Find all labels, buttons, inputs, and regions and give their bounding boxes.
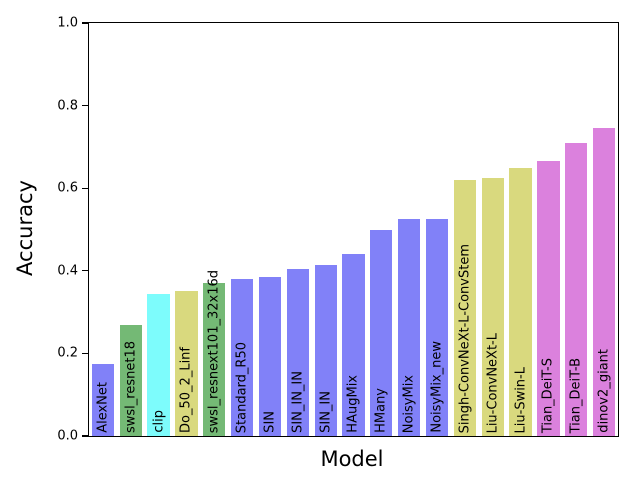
bar-label: swsl_resnext101_32x16d <box>206 269 222 433</box>
bar-NoisyMix_new <box>425 219 449 436</box>
bar-label: SIN_IN <box>318 391 334 433</box>
bar-label: Liu-Swin-L <box>513 366 529 433</box>
bar-label: Singh-ConvNeXt-L-ConvStem <box>457 243 473 433</box>
bar-slot: Tian_DeiT-B <box>562 23 590 436</box>
bar-SIN_IN_IN <box>286 268 309 436</box>
bar-slot: HAugMix <box>340 23 368 436</box>
bar-HMany <box>370 229 393 436</box>
bar-Liu-Swin-L <box>509 167 532 436</box>
y-tick-mark <box>82 435 89 437</box>
y-tick-label: 0.6 <box>57 180 78 196</box>
bar-Tian_DeiT-B <box>565 142 588 436</box>
bar-slot: SIN_IN_IN <box>284 23 312 436</box>
bar-slot: NoisyMix <box>395 23 423 436</box>
bar-label: NoisyMix_new <box>429 341 445 433</box>
bar-HAugMix <box>342 254 365 436</box>
bar-Tian_DeiT-S <box>537 161 560 436</box>
y-tick-label: 0.2 <box>57 345 78 361</box>
y-tick-label: 0.0 <box>57 428 78 444</box>
y-tick-mark <box>82 187 89 189</box>
bar-clip <box>147 293 170 436</box>
bar-slot: SIN_IN <box>312 23 340 436</box>
bar-slot: swsl_resnext101_32x16d <box>200 23 228 436</box>
y-tick-mark <box>82 352 89 354</box>
bar-label: AlexNet <box>95 382 111 433</box>
bar-Do_50_2_Linf <box>175 291 198 436</box>
bar-AlexNet <box>91 363 115 436</box>
bar-swsl_resnext101_32x16d <box>203 283 226 436</box>
bar-slot: Liu-ConvNeXt-L <box>479 23 507 436</box>
bar-label: Tian_DeiT-S <box>540 357 556 433</box>
bar-label: HMany <box>373 388 389 433</box>
bar-label: SIN_IN_IN <box>290 371 306 433</box>
bar-slot: HMany <box>367 23 395 436</box>
bar-label: Liu-ConvNeXt-L <box>485 332 501 433</box>
y-tick-mark <box>82 105 89 107</box>
bar-label: clip <box>151 410 167 433</box>
bar-slot: dinov2_giant <box>590 23 618 436</box>
bar-slot: AlexNet <box>89 23 117 436</box>
bar-slot: Liu-Swin-L <box>507 23 535 436</box>
bar-label: Do_50_2_Linf <box>178 347 194 433</box>
y-tick-mark <box>82 22 89 24</box>
bar-Singh-ConvNeXt-L-ConvStem <box>453 179 476 436</box>
bar-slot: Standard_R50 <box>228 23 256 436</box>
bar-slot: Tian_DeiT-S <box>534 23 562 436</box>
bar-label: swsl_resnet18 <box>123 341 139 433</box>
y-tick-label: 0.8 <box>57 98 78 114</box>
bar-slot: NoisyMix_new <box>423 23 451 436</box>
bar-slot: SIN <box>256 23 284 436</box>
bar-dinov2_giant <box>592 128 616 436</box>
x-axis-label: Model <box>320 447 384 471</box>
bar-Liu-ConvNeXt-L <box>481 177 504 436</box>
bar-label: Tian_DeiT-B <box>568 357 584 433</box>
bar-slot: swsl_resnet18 <box>117 23 145 436</box>
bar-swsl_resnet18 <box>119 324 142 436</box>
bar-label: dinov2_giant <box>596 349 612 433</box>
bar-label: SIN <box>262 411 278 433</box>
bar-slot: Singh-ConvNeXt-L-ConvStem <box>451 23 479 436</box>
y-tick-label: 0.4 <box>57 263 78 279</box>
bar-label: NoisyMix <box>401 374 417 433</box>
y-tick-label: 1.0 <box>57 15 78 31</box>
bar-label: Standard_R50 <box>234 341 250 433</box>
bar-SIN_IN <box>314 264 337 436</box>
bar-NoisyMix <box>398 219 421 436</box>
bar-SIN <box>258 277 282 436</box>
bar-Standard_R50 <box>230 279 254 436</box>
y-tick-mark <box>82 270 89 272</box>
bar-slot: clip <box>145 23 173 436</box>
bar-slot: Do_50_2_Linf <box>173 23 201 436</box>
bar-label: HAugMix <box>345 375 361 433</box>
